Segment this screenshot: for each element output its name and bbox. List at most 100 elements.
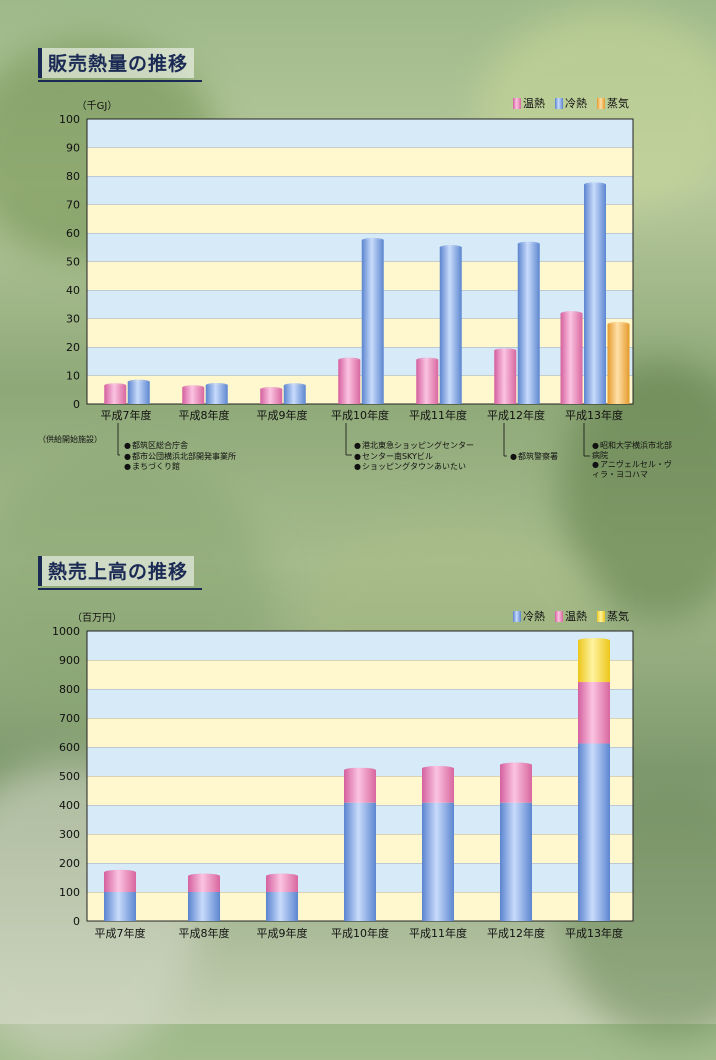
heat-sales-chart: 0 100 200 300 400 500 600 700 800 900 1000（百万円） 蒸気 温… [52, 609, 634, 940]
bar-cap [439, 245, 462, 250]
annotation-item: ショッピングタウンあいたい [354, 462, 474, 473]
stack-cold [578, 743, 610, 921]
legend-swatch [597, 611, 605, 622]
stack-warm [500, 764, 532, 803]
y-tick-label: 0 [73, 398, 80, 411]
plot-band [87, 204, 633, 233]
bar-cap [266, 873, 298, 879]
legend-label: 温熱 [523, 97, 545, 110]
y-tick-label: 40 [66, 284, 80, 297]
y-tick-label: 800 [59, 683, 80, 696]
y-tick-label: 70 [66, 199, 80, 212]
y-tick-label: 1000 [52, 625, 80, 638]
bar-cap [127, 379, 150, 384]
plot-band [87, 660, 633, 689]
annotation-group-2: 港北東急ショッピングセンター センター南SKYビル ショッピングタウンあいたい [354, 441, 474, 473]
bar-cap [182, 385, 205, 390]
bar-cap [578, 638, 610, 644]
y-tick-label: 60 [66, 227, 80, 240]
x-tick-label: 平成10年度 [331, 926, 389, 940]
x-tick-label: 平成11年度 [409, 408, 467, 422]
bar-warm [494, 350, 517, 404]
stack-warm [578, 682, 610, 744]
y-tick-label: 0 [73, 915, 80, 928]
stack-cold [104, 892, 136, 921]
y-tick-label: 600 [59, 741, 80, 754]
stack-cold [266, 892, 298, 921]
x-tick-label: 平成12年度 [487, 926, 545, 940]
bar-warm [560, 313, 583, 404]
plot-band [87, 290, 633, 319]
y-tick-label: 20 [66, 341, 80, 354]
stack-warm [104, 872, 136, 892]
y-tick-label: 500 [59, 770, 80, 783]
stack-warm [188, 876, 220, 892]
bar-cap [500, 762, 532, 768]
y-tick-label: 300 [59, 828, 80, 841]
legend-label: 蒸気 [607, 609, 629, 623]
stack-cold [500, 802, 532, 921]
bar-warm [260, 389, 283, 404]
annotation-item: アニヴェルセル・ヴィラ・ヨコハマ [592, 460, 672, 479]
y-tick-label: 80 [66, 170, 80, 183]
x-tick-label: 平成8年度 [179, 408, 230, 422]
stack-cold [422, 802, 454, 921]
bar-cold [584, 184, 606, 404]
x-tick-label: 平成8年度 [179, 926, 230, 940]
bar-cap [584, 182, 606, 187]
bar-warm [104, 385, 127, 404]
stack-warm [266, 876, 298, 892]
y-tick-label: 700 [59, 712, 80, 725]
legend-label: 冷熱 [523, 610, 545, 623]
x-tick-label: 平成11年度 [409, 926, 467, 940]
annotation-item: 港北東急ショッピングセンター [354, 441, 474, 452]
bar-cold [205, 385, 228, 404]
annotation-group-1: 都筑区総合庁舎 都市公団横浜北部開発事業所 まちづくり館 [124, 441, 236, 473]
y-tick-label: 100 [59, 113, 80, 126]
legend-label: 温熱 [565, 610, 587, 623]
x-tick-label: 平成7年度 [101, 408, 152, 422]
x-tick-label: 平成13年度 [565, 408, 623, 422]
legend-swatch [513, 611, 521, 622]
plot-band [87, 233, 633, 262]
bar-cold [361, 240, 384, 404]
legend-swatch [513, 98, 521, 109]
annotation-item: 都筑区総合庁舎 [124, 441, 236, 452]
x-tick-label: 平成13年度 [565, 926, 623, 940]
plot-band [87, 119, 633, 148]
stack-cold [188, 892, 220, 921]
legend-swatch [597, 98, 605, 109]
bar-cap [607, 322, 630, 327]
legend-label: 冷熱 [565, 97, 587, 110]
y-tick-label: 90 [66, 142, 80, 155]
plot-band [87, 261, 633, 290]
x-tick-label: 平成9年度 [257, 408, 308, 422]
plot-band [87, 631, 633, 660]
legend-label: 蒸気 [607, 96, 629, 110]
bar-cap [416, 357, 439, 363]
bar-cap [517, 241, 540, 247]
y-tick-label: 400 [59, 799, 80, 812]
bar-cap [188, 873, 220, 879]
bar-cold [283, 385, 306, 404]
bar-warm [182, 387, 205, 404]
bar-steam [607, 324, 630, 404]
y-tick-label: 50 [66, 256, 80, 269]
annotation-item: 都市公団横浜北部開発事業所 [124, 452, 236, 463]
bar-cap [205, 382, 228, 388]
bar-cold [439, 247, 462, 404]
x-tick-label: 平成12年度 [487, 408, 545, 422]
annotation-group-4: 昭和大学横浜市北部病院 アニヴェルセル・ヴィラ・ヨコハマ [592, 441, 672, 479]
bar-cap [338, 357, 361, 363]
bar-cap [260, 386, 283, 392]
annotation-group-3: 都筑警察署 [510, 452, 558, 463]
bar-cap [361, 237, 384, 243]
plot-band [87, 318, 633, 347]
plot-band [87, 176, 633, 205]
bar-warm [338, 359, 361, 404]
section2-title: 熱売上高の推移 [38, 556, 203, 590]
bar-cap [344, 767, 376, 773]
bar-warm [416, 359, 439, 404]
